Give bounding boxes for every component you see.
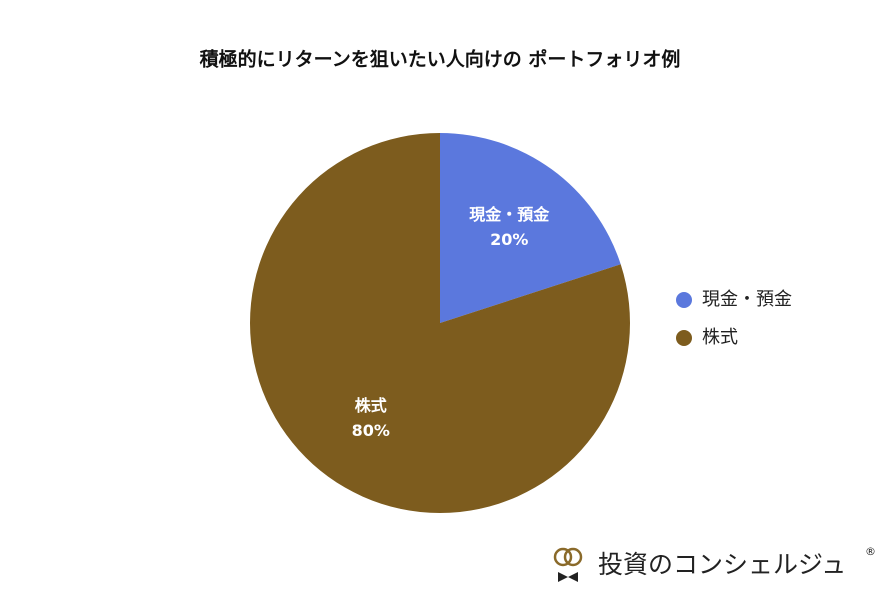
logo-icon (553, 547, 583, 582)
pie-slice (440, 133, 621, 323)
legend-marker (676, 292, 692, 308)
chart-title: 積極的にリターンを狙いたい人向けの ポートフォリオ例 (200, 48, 681, 71)
legend-marker (676, 330, 692, 346)
logo-text: 投資のコンシェルジュ (598, 550, 846, 579)
slice-category-label: 現金・預金 (469, 205, 550, 224)
logo-ring (553, 547, 573, 567)
legend-label: 現金・預金 (702, 289, 792, 310)
slice-value-label: 80% (352, 421, 390, 440)
slice-value-label: 20% (490, 230, 528, 249)
logo-ring (563, 547, 583, 567)
pie-slice (250, 133, 631, 514)
slice-category-label: 株式 (355, 396, 387, 415)
logo-bowtie (558, 572, 578, 582)
legend-label: 株式 (702, 327, 738, 348)
logo-registered: ® (865, 545, 876, 558)
